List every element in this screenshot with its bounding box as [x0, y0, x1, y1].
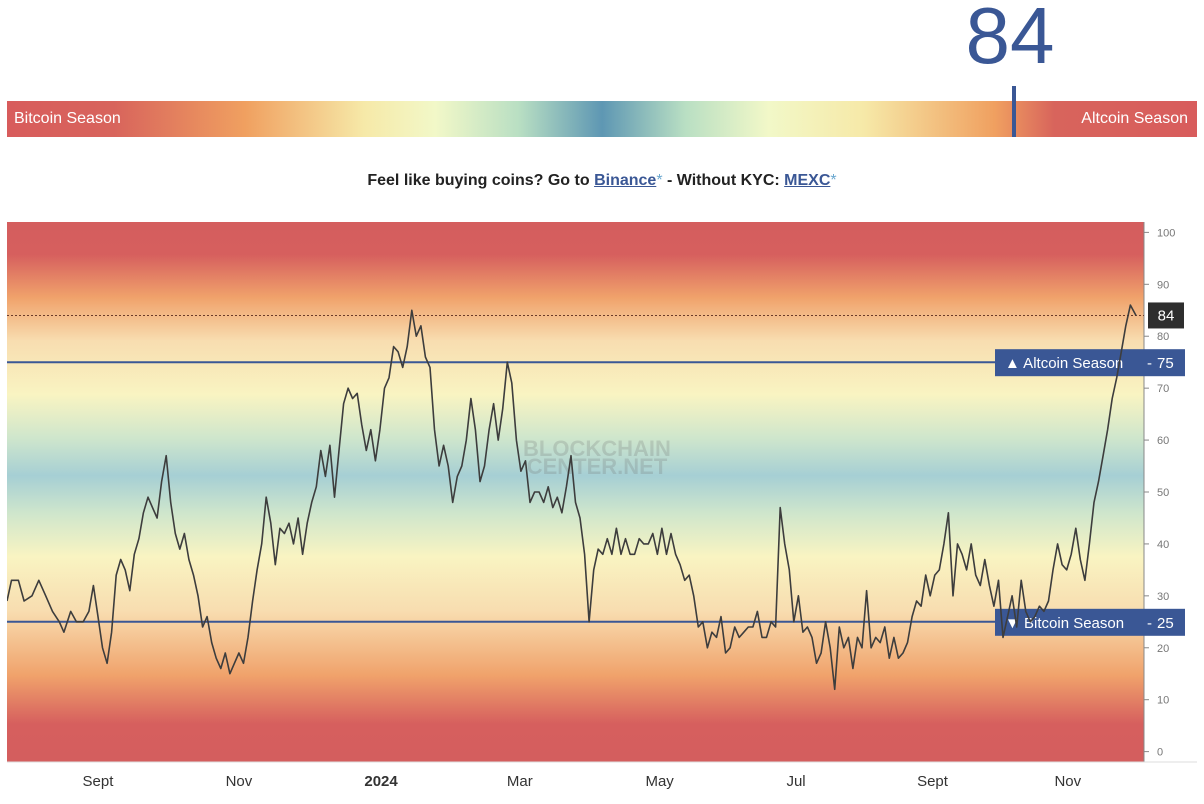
threshold-separator: -: [1147, 355, 1152, 372]
y-tick-label: 10: [1157, 695, 1169, 707]
plot-background: [7, 222, 1144, 762]
promo-line: Feel like buying coins? Go to Binance* -…: [0, 172, 1204, 190]
x-axis-ticks: Sept Nov 2024 Mar May Jul Sept Nov: [83, 773, 1082, 790]
x-tick-label: 2024: [364, 773, 398, 790]
promo-middle: - Without KYC:: [662, 172, 785, 189]
mexc-asterisk: *: [830, 172, 837, 189]
y-tick-label: 50: [1157, 487, 1169, 499]
current-value-badge-bg: [1148, 302, 1184, 329]
threshold-lines: ▲ Altcoin Season -75▼ Bitcoin Season -25: [7, 349, 1185, 636]
y-axis-ticks: 0 10 20 30 40 50 60 70 80 90 100: [1144, 227, 1175, 759]
threshold-badge: [995, 349, 1185, 377]
y-tick-label: 40: [1157, 539, 1169, 551]
promo-prefix: Feel like buying coins? Go to: [367, 172, 595, 189]
current-index-value: 84: [965, 0, 1055, 80]
x-tick-label: Mar: [507, 773, 533, 790]
altcoin-index-chart: 0 10 20 30 40 50 60 70 80 90 100 Sept Nov 2024 Mar May…: [7, 222, 1197, 790]
x-tick-label: Sept: [83, 773, 115, 790]
threshold-label: ▲ Altcoin Season: [1005, 355, 1123, 372]
current-value-badge: 84: [1148, 302, 1184, 329]
current-value-badge-text: 84: [1158, 307, 1175, 324]
y-tick-label: 100: [1157, 227, 1175, 239]
x-tick-label: Sept: [917, 773, 949, 790]
y-tick-label: 90: [1157, 279, 1169, 291]
watermark-line-1: BLOCKCHAIN: [523, 436, 671, 461]
y-tick-label: 60: [1157, 435, 1169, 447]
threshold-separator: -: [1147, 615, 1152, 632]
threshold-label: ▼ Bitcoin Season: [1005, 615, 1124, 632]
y-tick-label: 30: [1157, 591, 1169, 603]
y-tick-label: 20: [1157, 643, 1169, 655]
x-tick-label: May: [645, 773, 674, 790]
binance-asterisk: *: [656, 172, 663, 189]
y-tick-label: 0: [1157, 747, 1163, 759]
index-series-line: [7, 304, 1137, 691]
y-tick-label: 80: [1157, 331, 1169, 343]
x-tick-label: Jul: [786, 773, 805, 790]
x-tick-label: Nov: [226, 773, 253, 790]
threshold-value: 75: [1157, 355, 1174, 372]
bitcoin-season-label: Bitcoin Season: [14, 110, 121, 127]
watermark-line-2: CENTER.NET: [527, 454, 668, 479]
altcoin-season-label: Altcoin Season: [1081, 110, 1188, 127]
index-needle: [1012, 86, 1016, 137]
binance-link[interactable]: Binance: [594, 172, 657, 189]
threshold-value: 25: [1157, 615, 1174, 632]
y-tick-label: 70: [1157, 383, 1169, 395]
watermark: BLOCKCHAIN CENTER.NET: [523, 436, 671, 479]
x-tick-label: Nov: [1054, 773, 1081, 790]
season-gradient-bar: Bitcoin Season Altcoin Season: [7, 86, 1197, 137]
mexc-link[interactable]: MEXC: [784, 172, 831, 189]
